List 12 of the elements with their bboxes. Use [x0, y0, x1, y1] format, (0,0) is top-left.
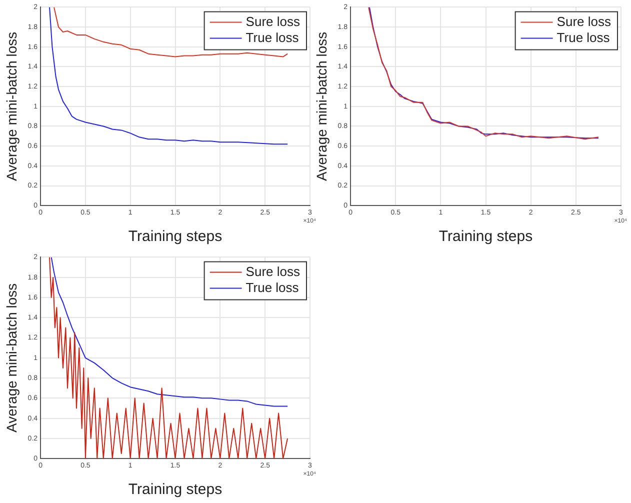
x-axis-title: Training steps — [128, 481, 222, 498]
legend-label: Sure loss — [246, 264, 300, 279]
x-axis-title: Training steps — [128, 228, 222, 246]
y-axis-title: Average mini-batch loss — [3, 283, 20, 432]
legend-label: Sure loss — [246, 14, 300, 29]
legend-label: Sure loss — [556, 14, 612, 29]
legend-label: True loss — [556, 30, 610, 45]
x-axis-title: Training steps — [438, 228, 533, 246]
legend-label: True loss — [246, 280, 300, 295]
y-axis-title: Average mini-batch loss — [313, 32, 330, 181]
y-axis-title: Average mini-batch loss — [3, 32, 20, 181]
legend-label: True loss — [246, 30, 300, 45]
